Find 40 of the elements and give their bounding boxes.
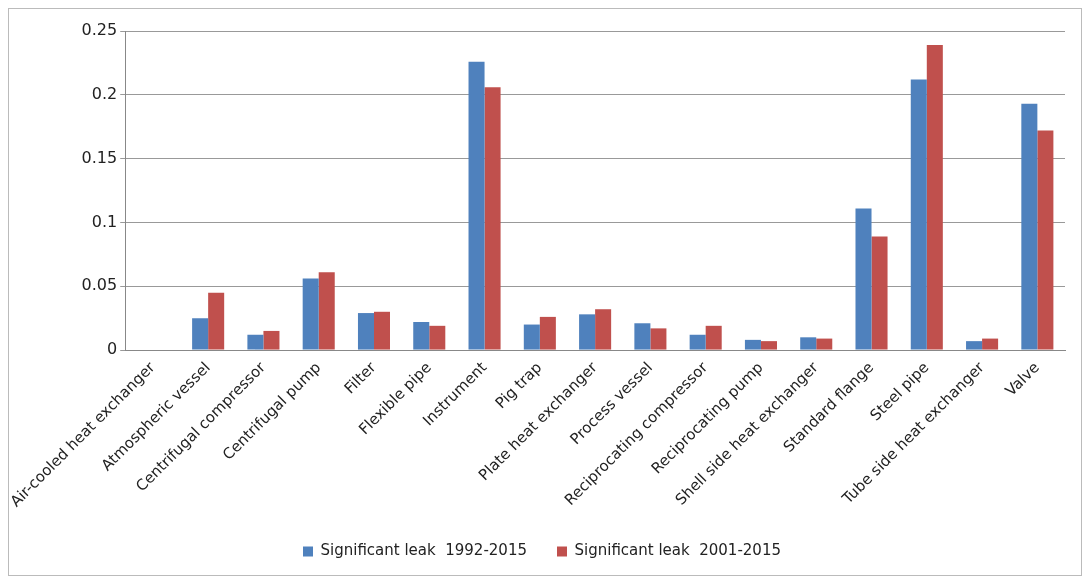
bar	[263, 330, 280, 350]
bar	[595, 309, 612, 350]
y-tick-label: 0.05	[81, 275, 118, 295]
bar	[705, 325, 722, 350]
bar	[579, 314, 596, 350]
bar	[634, 323, 651, 350]
legend-label: Significant leak 2001-2015	[574, 541, 781, 560]
bar	[208, 292, 225, 350]
bar	[1037, 130, 1054, 350]
y-tick-label: 0.25	[81, 20, 118, 40]
bar	[982, 338, 999, 350]
bar	[468, 61, 485, 350]
bar	[373, 311, 391, 350]
bar	[523, 324, 540, 350]
bar	[926, 45, 943, 350]
bar	[800, 337, 817, 350]
bar	[1021, 103, 1038, 350]
bar	[429, 325, 446, 350]
bar	[650, 328, 667, 350]
y-tick-label: 0.15	[81, 147, 118, 167]
bar	[413, 321, 430, 350]
bar	[318, 272, 335, 350]
bar	[247, 334, 264, 350]
bar	[966, 341, 983, 350]
bar	[689, 334, 706, 350]
bar	[816, 338, 833, 350]
bar	[871, 236, 888, 350]
bar	[192, 318, 209, 350]
bar	[855, 208, 872, 350]
bar	[539, 316, 556, 350]
y-tick-label: 0	[107, 339, 118, 359]
bar	[357, 313, 374, 350]
legend-label: Significant leak 1992-2015	[320, 541, 527, 560]
y-tick-label: 0.2	[91, 83, 118, 103]
bar	[760, 341, 777, 350]
bar	[744, 339, 761, 350]
bar	[484, 87, 501, 350]
bar	[910, 79, 927, 350]
bar	[302, 278, 319, 350]
y-tick-label: 0.1	[91, 211, 118, 231]
